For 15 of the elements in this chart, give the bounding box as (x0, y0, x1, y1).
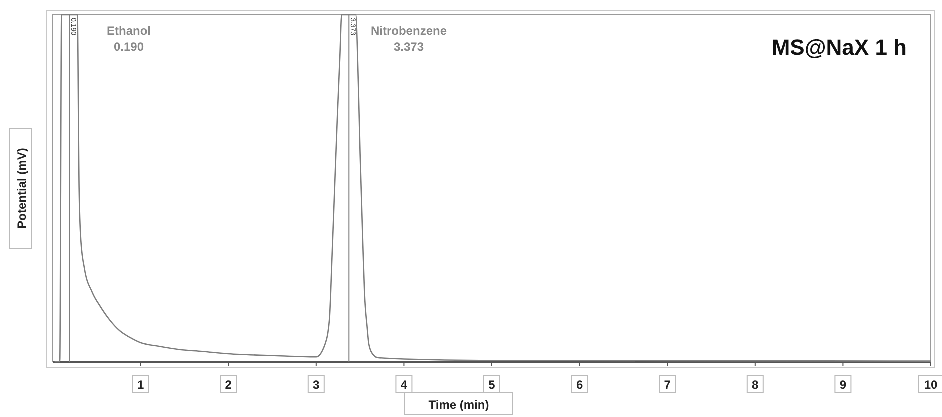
x-tick-label: 7 (664, 378, 672, 392)
x-tick-label: 5 (488, 378, 496, 392)
x-tick-label: 2 (225, 378, 232, 392)
annotation: Nitrobenzene 3.373 (370, 24, 448, 54)
annotation: Ethanol 0.190 (107, 24, 151, 54)
x-tick-label: 10 (924, 378, 938, 392)
x-tick-label: 6 (576, 378, 584, 392)
x-tick-label: 1 (137, 378, 144, 392)
x-tick-label: 4 (400, 378, 408, 392)
x-axis-title: Time (min) (428, 398, 490, 412)
text: MS@NaX 1 h (772, 35, 907, 60)
x-tick-label: 8 (752, 378, 760, 392)
y-axis-title: Potential (mV) (15, 148, 29, 229)
x-tick-label: 9 (840, 378, 847, 392)
x-tick-label: 3 (313, 378, 320, 392)
